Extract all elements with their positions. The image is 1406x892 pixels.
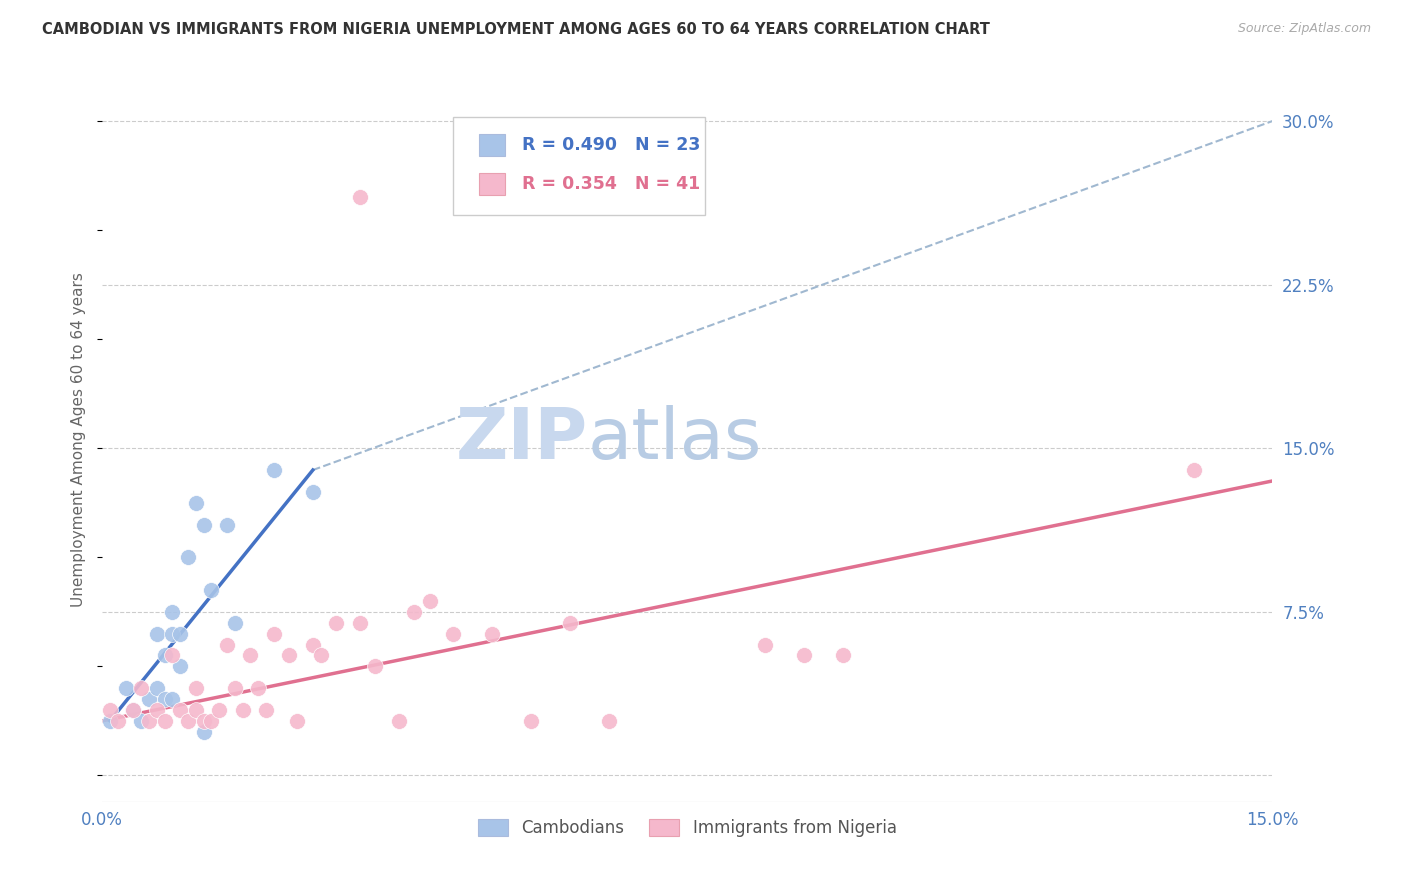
Point xyxy=(153,648,176,663)
Point xyxy=(153,714,176,728)
Point xyxy=(349,190,371,204)
Point xyxy=(200,582,222,597)
Point xyxy=(177,714,200,728)
Point xyxy=(138,692,160,706)
Point xyxy=(193,724,215,739)
Text: R = 0.354   N = 41: R = 0.354 N = 41 xyxy=(522,175,700,194)
Point xyxy=(224,615,246,630)
Point xyxy=(254,703,277,717)
Point xyxy=(754,638,776,652)
Point xyxy=(481,626,503,640)
Point xyxy=(560,615,582,630)
Text: CAMBODIAN VS IMMIGRANTS FROM NIGERIA UNEMPLOYMENT AMONG AGES 60 TO 64 YEARS CORR: CAMBODIAN VS IMMIGRANTS FROM NIGERIA UNE… xyxy=(42,22,990,37)
Point xyxy=(441,626,464,640)
Point xyxy=(107,714,129,728)
Point xyxy=(215,517,238,532)
Point xyxy=(177,550,200,565)
Point xyxy=(832,648,855,663)
Point xyxy=(1184,463,1206,477)
Point xyxy=(208,703,231,717)
Point xyxy=(263,463,285,477)
Point xyxy=(98,714,121,728)
Point xyxy=(404,605,426,619)
Point xyxy=(309,648,332,663)
Point xyxy=(162,605,184,619)
Point xyxy=(193,517,215,532)
Point xyxy=(419,594,441,608)
Text: Source: ZipAtlas.com: Source: ZipAtlas.com xyxy=(1237,22,1371,36)
Point xyxy=(122,703,145,717)
FancyBboxPatch shape xyxy=(453,117,704,215)
Point xyxy=(239,648,262,663)
Point xyxy=(122,703,145,717)
Legend: Cambodians, Immigrants from Nigeria: Cambodians, Immigrants from Nigeria xyxy=(471,813,903,844)
Text: atlas: atlas xyxy=(588,405,762,474)
Point xyxy=(263,626,285,640)
Point xyxy=(520,714,543,728)
Point xyxy=(138,714,160,728)
Point xyxy=(146,626,169,640)
Point xyxy=(184,496,207,510)
Point xyxy=(215,638,238,652)
Point xyxy=(169,659,191,673)
Point xyxy=(232,703,254,717)
Point xyxy=(169,703,191,717)
Point xyxy=(146,681,169,695)
Point xyxy=(325,615,347,630)
Point xyxy=(200,714,222,728)
Point xyxy=(162,626,184,640)
Point xyxy=(129,714,152,728)
Point xyxy=(364,659,387,673)
Point xyxy=(278,648,301,663)
Point xyxy=(193,714,215,728)
Point xyxy=(146,703,169,717)
Y-axis label: Unemployment Among Ages 60 to 64 years: Unemployment Among Ages 60 to 64 years xyxy=(72,272,86,607)
Point xyxy=(184,681,207,695)
Point xyxy=(793,648,815,663)
Point xyxy=(153,692,176,706)
Point xyxy=(162,692,184,706)
FancyBboxPatch shape xyxy=(479,173,505,195)
Text: R = 0.490   N = 23: R = 0.490 N = 23 xyxy=(522,136,700,154)
Point xyxy=(169,626,191,640)
Point xyxy=(285,714,308,728)
Point xyxy=(162,648,184,663)
Point xyxy=(349,615,371,630)
Point xyxy=(302,638,325,652)
Point xyxy=(184,703,207,717)
FancyBboxPatch shape xyxy=(479,134,505,156)
Point xyxy=(302,484,325,499)
Point xyxy=(98,703,121,717)
Point xyxy=(224,681,246,695)
Text: ZIP: ZIP xyxy=(456,405,588,474)
Point xyxy=(114,681,136,695)
Point xyxy=(129,681,152,695)
Point xyxy=(388,714,411,728)
Point xyxy=(247,681,270,695)
Point xyxy=(598,714,620,728)
